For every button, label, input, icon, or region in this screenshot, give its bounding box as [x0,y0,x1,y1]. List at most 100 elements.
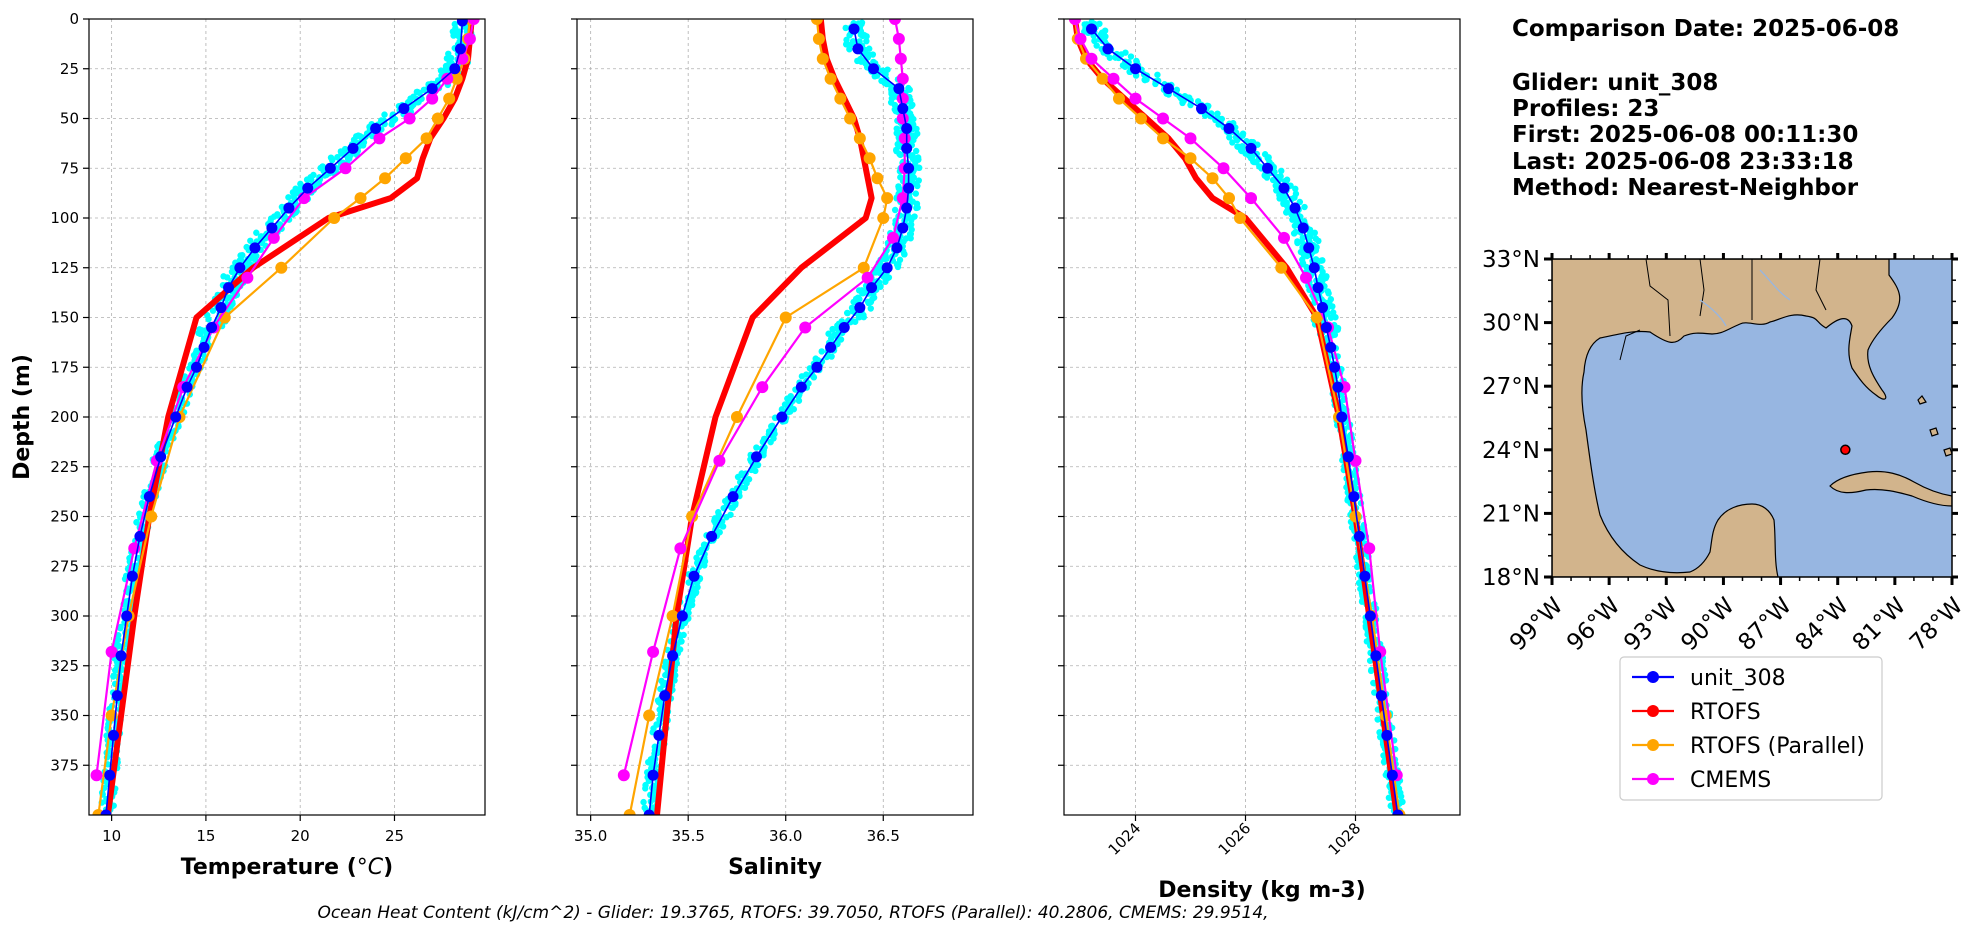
glider-raw-point [767,438,774,446]
map-lon-label: 93°W [1619,593,1682,656]
series-point [756,381,769,394]
panel-2: 35.0 35.5 36.0 36.5 Salinity [571,18,974,880]
series-point [653,729,665,741]
y-tick-label: 350 [50,707,79,725]
series-point [871,172,884,185]
glider-raw-point [729,504,736,512]
plot-area-3 [1069,19,1406,815]
series-point [1217,162,1230,175]
info-comparison-date: Comparison Date: 2025-06-08 [1512,16,1899,42]
map-lat-label: 18°N [1482,565,1540,591]
glider-raw-point [786,408,794,415]
series-point [283,202,295,214]
glider-raw-point [846,32,853,39]
series-point [1348,491,1360,503]
series-point [181,381,193,393]
glider-raw-point [1327,314,1335,321]
glider-raw-point [297,180,304,188]
glider-raw-point [894,263,902,271]
series-point [1102,43,1114,55]
series-point [881,192,894,205]
glider-raw-point [1154,71,1161,78]
legend-label: CMEMS [1690,768,1771,793]
map-lon-label: 96°W [1562,593,1625,656]
series-point [155,451,167,463]
glider-raw-point [1315,237,1322,245]
info-last: Last: 2025-06-08 23:33:18 [1512,149,1854,175]
series-point [891,242,903,254]
y-tick-label: 275 [50,557,79,575]
series-point [799,321,812,334]
series-point [666,610,679,622]
glider-raw-point [866,45,873,52]
info-first: First: 2025-06-08 00:11:30 [1512,122,1858,148]
series-point [398,103,410,115]
series-point [215,302,227,314]
series-unit-308 [100,19,468,815]
legend-entry: unit_308 [1632,666,1786,691]
series-point [795,381,807,393]
series-point [1196,103,1207,115]
map-lat-label: 21°N [1482,501,1540,527]
legend-label: RTOFS [1690,700,1761,725]
y-tick-label: 375 [50,756,79,774]
glider-raw-point [1283,209,1290,216]
map-lat-label: 27°N [1482,374,1540,400]
series-point [816,52,829,65]
series-point [441,72,454,85]
map-lon-label: 90°W [1676,593,1739,656]
legend-swatch-marker [1647,773,1659,785]
series-point [1342,451,1354,463]
series-point [463,32,476,45]
series-point [901,202,913,214]
glider-raw-point [915,164,922,171]
glider-raw-point [1278,194,1285,201]
series-point [1262,162,1273,174]
series-point [399,152,412,165]
series-point [1130,63,1141,75]
series-point [1381,729,1393,741]
series-point [266,222,278,234]
glider-raw-point [795,397,803,404]
series-point [1113,92,1125,105]
series-point [467,19,480,25]
series-point [1129,92,1142,105]
series-point [443,92,456,105]
series-point [896,92,909,105]
glider-raw-point [1307,233,1314,240]
glider-raw-point [205,316,212,323]
glider-raw-point [1289,216,1296,223]
glider-raw-point [224,274,231,281]
series-point [853,132,866,145]
series-point [126,570,138,582]
glider-raw-point [1121,63,1129,70]
series-unit-308 [1086,23,1404,815]
glider-raw-point [640,798,647,806]
glider-raw-point [798,373,806,380]
glider-raw-point [115,636,122,643]
legend-swatch-marker [1647,705,1659,717]
series-point [706,530,718,542]
series-point [730,411,743,423]
x-tick-label: 1028 [1325,819,1365,859]
glider-raw-point [912,190,920,197]
series-point [1370,650,1382,662]
glider-raw-point [209,307,217,314]
glider-raw-point [909,101,916,109]
glider-raw-point [701,562,708,569]
series-line [95,19,475,776]
series-point [903,182,915,194]
y-tick-label: 150 [50,309,79,327]
series-point [105,645,118,658]
glider-raw-profiles [1081,19,1406,815]
series-unit-308 [643,23,915,815]
glider-raw-point [1329,303,1336,310]
series-point [426,83,438,95]
series-point [901,122,913,134]
series-point [811,361,823,373]
series-point [1303,242,1315,254]
glider-raw-point [304,176,311,184]
glider-raw-point [891,206,899,214]
series-point [812,32,825,45]
glider-raw-point [245,259,253,267]
